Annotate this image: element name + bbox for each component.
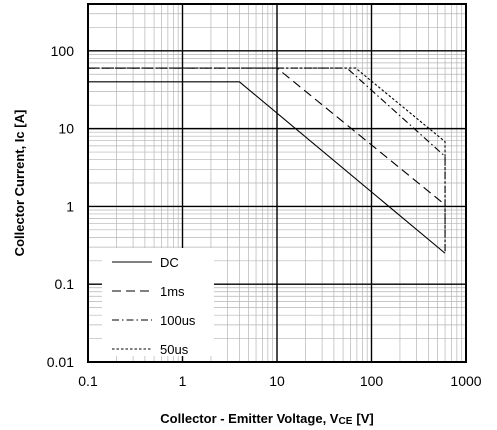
x-tick-label: 1 (179, 373, 187, 389)
plot-frame (87, 3, 467, 363)
y-tick-label: 10 (58, 121, 74, 137)
legend-label-100us: 100us (160, 313, 196, 328)
x-tick-label: 100 (360, 373, 384, 389)
x-axis-label-unit: [V] (356, 411, 373, 426)
x-tick-label: 0.1 (78, 373, 98, 389)
x-axis-label-main: Collector - Emitter Voltage, V (160, 411, 339, 426)
y-tick-label: 0.01 (47, 354, 74, 370)
legend-label-1ms: 1ms (160, 284, 185, 299)
y-tick-label: 100 (51, 43, 75, 59)
series-layer (88, 67, 446, 254)
x-tick-label: 10 (269, 373, 285, 389)
legend: DC 1ms 100us 50us (102, 248, 214, 357)
y-tick-label: 1 (66, 198, 74, 214)
series-line-50us (88, 67, 446, 254)
y-tick-labels: 0.01 0.1 1 10 100 (47, 43, 74, 370)
legend-label-dc: DC (160, 255, 179, 270)
y-tick-label: 0.1 (55, 276, 75, 292)
x-axis-label-subscript: CE (338, 416, 352, 427)
x-tick-label: 1000 (450, 373, 481, 389)
legend-label-50us: 50us (160, 342, 189, 357)
y-axis-label: Collector Current, Ic [A] (12, 110, 27, 257)
x-tick-labels: 0.1 1 10 100 1000 (78, 373, 482, 389)
legend-box (102, 248, 214, 356)
x-axis-label: Collector - Emitter Voltage, VCE [V] (160, 411, 373, 427)
series-line-dc (88, 81, 446, 254)
